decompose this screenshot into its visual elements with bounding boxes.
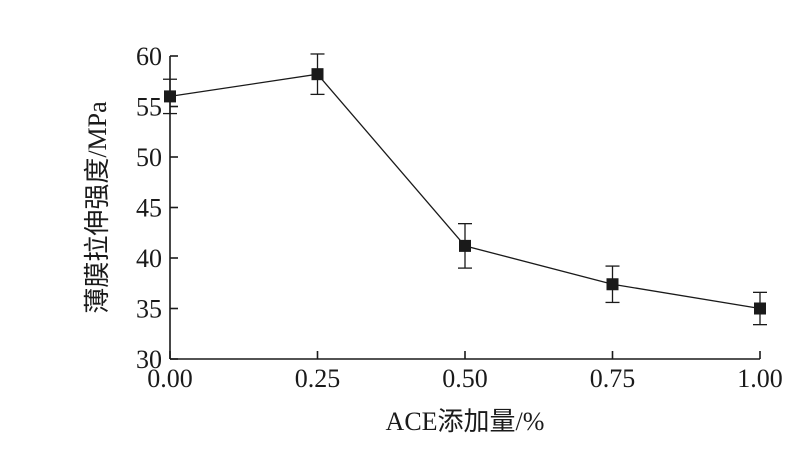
x-tick-label: 1.00 bbox=[737, 364, 783, 393]
ticks: 30 35 40 45 50 55 60 0.00 0.25 0.50 0.75 1.00 bbox=[136, 42, 783, 393]
x-axis-title: ACE添加量/% bbox=[386, 407, 545, 436]
x-tick-label: 0.50 bbox=[442, 364, 488, 393]
y-tick-label: 45 bbox=[136, 194, 162, 223]
x-tick-label: 0.75 bbox=[590, 364, 636, 393]
y-tick-label: 55 bbox=[136, 93, 162, 122]
y-tick-label: 35 bbox=[136, 295, 162, 324]
y-tick-label: 50 bbox=[136, 143, 162, 172]
y-tick-label: 40 bbox=[136, 244, 162, 273]
y-axis-title: 薄膜拉伸强度/MPa bbox=[83, 101, 112, 314]
y-tick-label: 30 bbox=[136, 345, 162, 374]
series bbox=[163, 53, 767, 326]
data-point bbox=[754, 302, 766, 315]
series-line bbox=[169, 73, 761, 310]
data-point bbox=[164, 90, 176, 103]
data-point bbox=[311, 68, 324, 81]
x-tick-label: 0.25 bbox=[295, 364, 341, 393]
data-point bbox=[606, 278, 619, 291]
y-tick-label: 60 bbox=[136, 42, 162, 71]
data-point bbox=[459, 239, 471, 252]
axes bbox=[169, 56, 760, 360]
x-tick-label: 0.00 bbox=[147, 364, 193, 393]
